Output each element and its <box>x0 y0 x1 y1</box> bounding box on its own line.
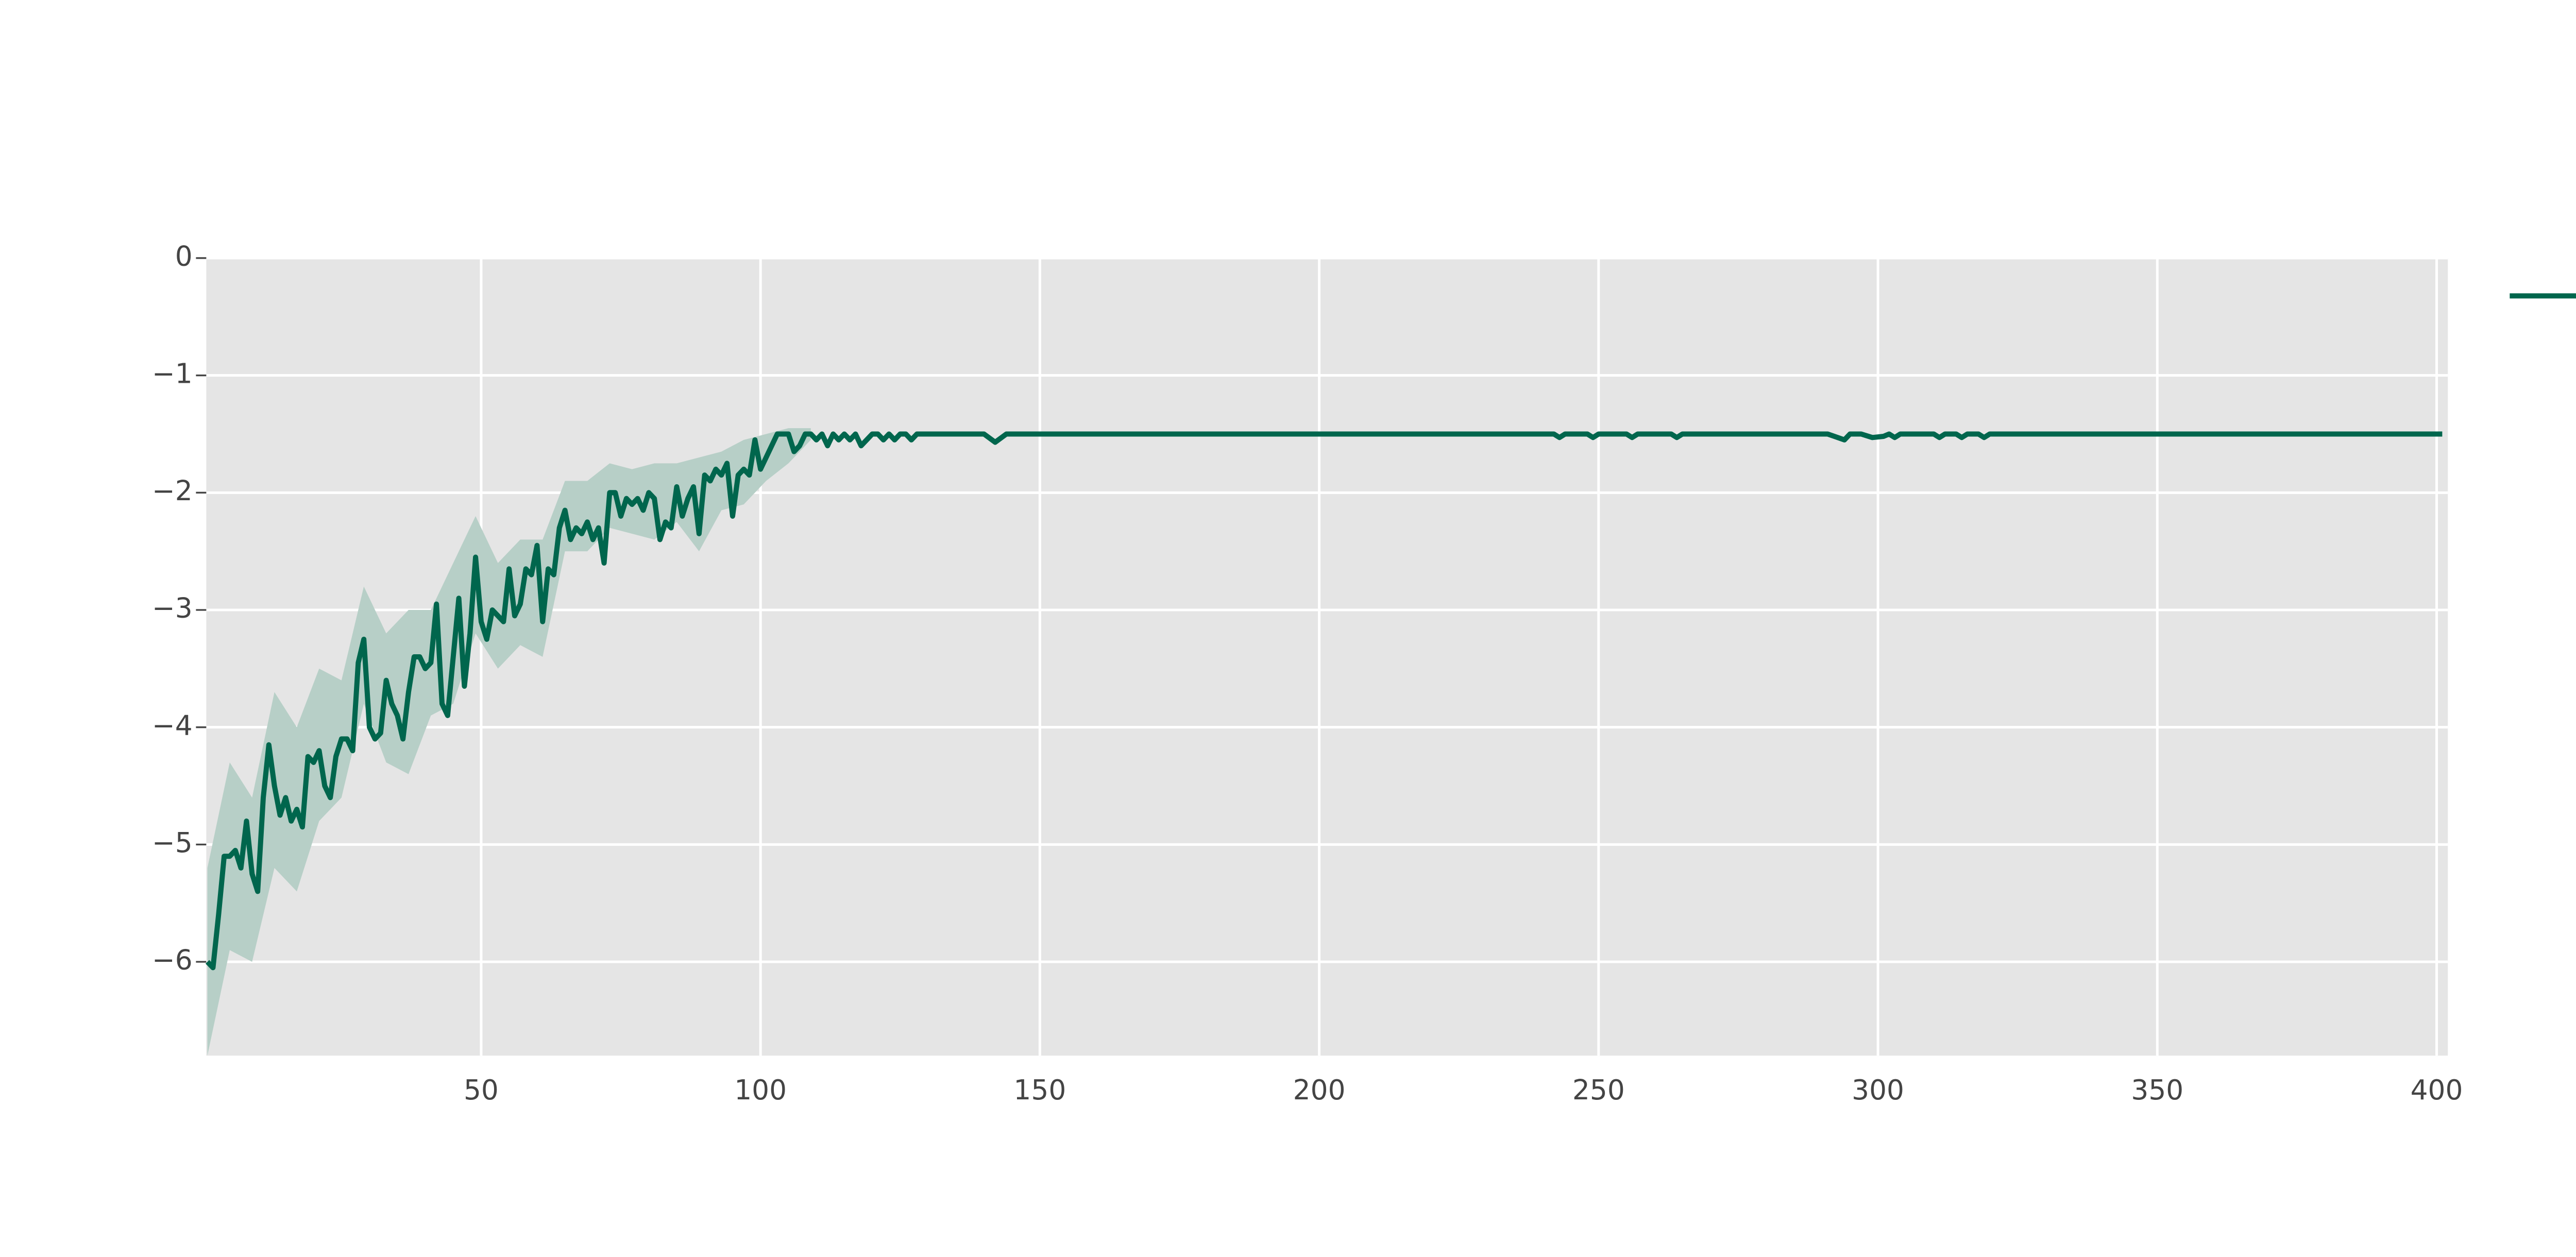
y-tick-label: −1 <box>152 357 193 389</box>
y-tick-label: 0 <box>175 240 193 273</box>
plot-background <box>206 258 2448 1056</box>
x-tick-label: 150 <box>1013 1074 1066 1106</box>
x-tick-label: 300 <box>1852 1074 1904 1106</box>
series-line <box>205 431 2443 971</box>
y-tick-label: −5 <box>152 826 193 859</box>
y-tick-label: −2 <box>152 474 193 507</box>
x-tick-label: 350 <box>2131 1074 2183 1106</box>
x-tick-label: 400 <box>2411 1074 2463 1106</box>
x-tick-label: 250 <box>1572 1074 1625 1106</box>
x-tick-label: 50 <box>464 1074 499 1106</box>
y-tick-label: −4 <box>152 709 193 741</box>
y-tick-label: −6 <box>152 944 193 976</box>
y-tick-label: −3 <box>152 592 193 624</box>
x-tick-label: 100 <box>734 1074 787 1106</box>
x-tick-label: 200 <box>1293 1074 1346 1106</box>
confidence-band <box>207 428 811 1056</box>
